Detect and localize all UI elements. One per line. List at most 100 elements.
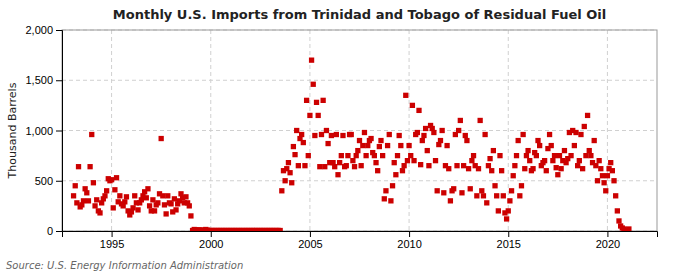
- point: [516, 138, 521, 143]
- point: [350, 158, 355, 163]
- point: [458, 118, 463, 123]
- point: [344, 163, 349, 168]
- point: [144, 195, 149, 200]
- point: [122, 199, 127, 204]
- x-tick-label: 2020: [596, 238, 620, 250]
- y-tick-label: 0: [47, 225, 53, 237]
- point: [537, 143, 542, 148]
- point: [517, 193, 522, 198]
- point: [306, 153, 311, 158]
- point: [592, 138, 597, 143]
- point: [603, 188, 608, 193]
- point: [542, 158, 547, 163]
- point: [446, 166, 451, 171]
- x-tick-mark: [112, 231, 113, 237]
- point: [299, 132, 304, 137]
- point: [317, 164, 322, 169]
- point: [145, 186, 150, 191]
- point: [311, 82, 316, 87]
- point: [312, 133, 317, 138]
- x-tick-mark: [607, 231, 608, 237]
- point: [130, 205, 135, 210]
- point: [549, 143, 554, 148]
- point: [416, 108, 421, 113]
- point: [552, 153, 557, 158]
- x-tick-label: 1995: [100, 238, 124, 250]
- point: [408, 153, 413, 158]
- point: [102, 193, 107, 198]
- point: [325, 141, 330, 146]
- point: [611, 178, 616, 183]
- y-tick-mark: [56, 231, 62, 232]
- point: [524, 153, 529, 158]
- y-tick-mark: [56, 131, 62, 132]
- grid-line-x: [607, 30, 608, 231]
- point: [398, 143, 403, 148]
- point: [593, 163, 598, 168]
- point: [359, 163, 364, 168]
- point: [372, 153, 377, 158]
- point: [352, 164, 357, 169]
- y-tick: 500: [35, 175, 62, 187]
- y-tick: 1,500: [25, 74, 62, 86]
- x-tick: 2010: [397, 231, 421, 250]
- point: [421, 133, 426, 138]
- x-axis-line: [63, 232, 658, 238]
- point: [583, 153, 588, 158]
- point: [282, 178, 287, 183]
- point: [314, 100, 319, 105]
- point: [91, 180, 96, 185]
- point: [507, 198, 512, 203]
- point: [401, 163, 406, 168]
- point: [345, 153, 350, 158]
- point: [535, 138, 540, 143]
- y-tick: 0: [47, 225, 62, 237]
- point: [405, 158, 410, 163]
- point: [322, 164, 327, 169]
- point: [289, 180, 294, 185]
- point: [522, 166, 527, 171]
- point: [597, 158, 602, 163]
- point: [397, 133, 402, 138]
- y-tick-label: 1,000: [25, 125, 53, 137]
- point: [598, 166, 603, 171]
- point: [433, 158, 438, 163]
- point: [368, 136, 373, 141]
- point: [461, 163, 466, 168]
- point: [329, 133, 334, 138]
- point: [499, 168, 504, 173]
- point: [411, 158, 416, 163]
- point: [489, 168, 494, 173]
- point: [587, 148, 592, 153]
- point: [615, 208, 620, 213]
- point: [613, 193, 618, 198]
- point: [362, 130, 367, 135]
- point: [558, 166, 563, 171]
- point: [378, 138, 383, 143]
- point: [514, 153, 519, 158]
- point: [160, 193, 165, 198]
- chart-title: Monthly U.S. Imports from Trinidad and T…: [113, 7, 606, 22]
- x-tick: 2005: [298, 231, 322, 250]
- point: [568, 153, 573, 158]
- point: [114, 175, 119, 180]
- point: [595, 178, 600, 183]
- point: [494, 193, 499, 198]
- plot-area: 19952000200520102015202005001,0001,5002,…: [25, 24, 657, 250]
- point: [448, 198, 453, 203]
- point: [316, 113, 321, 118]
- point: [562, 148, 567, 153]
- x-tick-label: 2005: [298, 238, 322, 250]
- point: [165, 193, 170, 198]
- point: [147, 203, 152, 208]
- point: [492, 183, 497, 188]
- point: [365, 143, 370, 148]
- point: [474, 193, 479, 198]
- x-tick: 2015: [497, 231, 521, 250]
- point: [349, 132, 354, 137]
- point: [76, 164, 81, 169]
- point: [112, 187, 117, 192]
- point: [463, 133, 468, 138]
- point: [188, 213, 193, 218]
- point: [509, 188, 514, 193]
